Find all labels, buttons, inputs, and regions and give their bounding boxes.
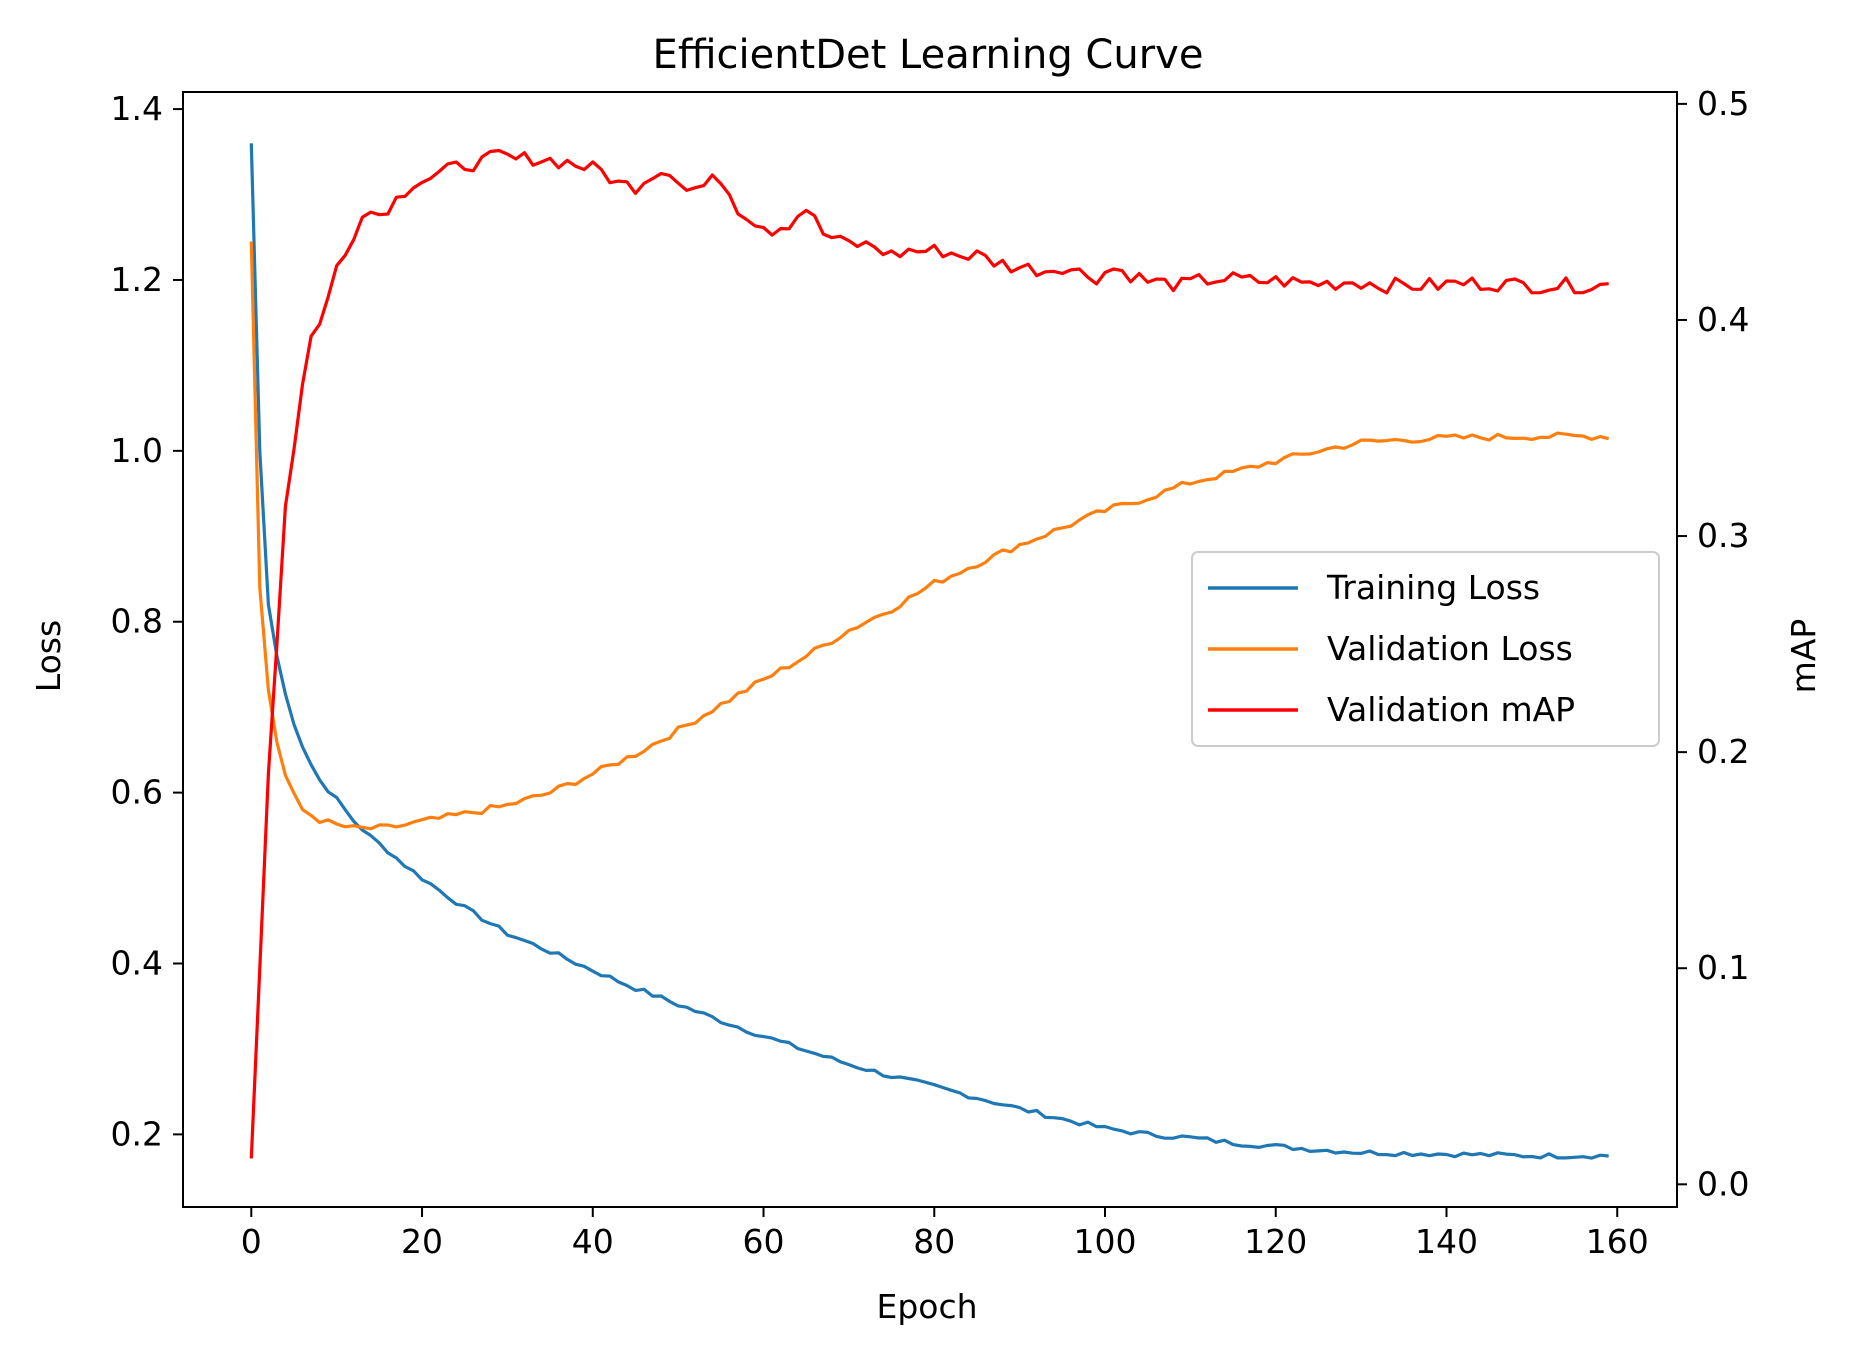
legend-label: Validation mAP (1327, 690, 1575, 729)
x-tick-label: 0 (241, 1222, 262, 1261)
x-tick-label: 140 (1415, 1222, 1478, 1261)
x-tick-label: 160 (1586, 1222, 1649, 1261)
y2-tick-label: 0.5 (1697, 84, 1749, 123)
y-tick-label: 0.4 (111, 943, 163, 982)
series-lines (249, 143, 1610, 1160)
x-tick-label: 80 (913, 1222, 955, 1261)
x-tick-label: 60 (743, 1222, 785, 1261)
legend-box (1191, 551, 1660, 747)
y2-tick-label: 0.0 (1697, 1164, 1749, 1203)
y2-axis-label: mAP (1784, 619, 1823, 694)
y-axis-label: Loss (29, 620, 68, 692)
legend-label: Training Loss (1326, 568, 1540, 607)
series-line-1 (249, 241, 1610, 831)
series-line-0 (249, 143, 1609, 1160)
chart-title: EfficientDet Learning Curve (653, 32, 1204, 78)
y-tick-label: 1.2 (111, 260, 163, 299)
x-tick-label: 40 (572, 1222, 614, 1261)
y-tick-label: 0.2 (111, 1114, 163, 1153)
legend-label: Validation Loss (1327, 629, 1573, 668)
legend: Training Loss Validation Loss Validation m… (1191, 551, 1660, 747)
axes: 0 20 40 60 80 100 120 140 160 0.2 0.4 0.6 0.8 1.0 1.2 1… (111, 84, 1750, 1261)
x-tick-label: 20 (401, 1222, 443, 1261)
y-tick-label: 1.0 (111, 431, 163, 470)
x-axis-label: Epoch (876, 1287, 977, 1326)
y2-tick-label: 0.3 (1697, 516, 1749, 555)
y2-tick-label: 0.1 (1697, 948, 1749, 987)
plot-frame (182, 91, 1678, 1208)
y-tick-label: 0.8 (111, 602, 163, 641)
x-tick-label: 100 (1074, 1222, 1137, 1261)
y-tick-label: 0.6 (111, 773, 163, 812)
y2-tick-label: 0.2 (1697, 732, 1749, 771)
y2-tick-label: 0.4 (1697, 300, 1749, 339)
y-tick-label: 1.4 (111, 89, 163, 128)
x-tick-label: 120 (1244, 1222, 1307, 1261)
series-line-2 (249, 148, 1609, 1159)
